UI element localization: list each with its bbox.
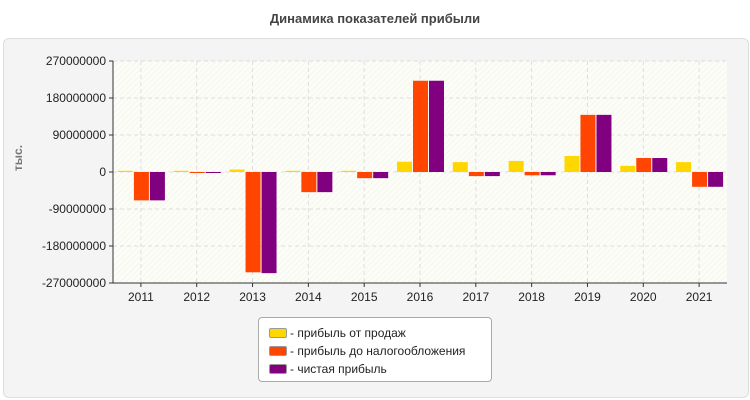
bar-2019-1 — [580, 114, 596, 172]
y-axis-label: тыс. — [11, 145, 25, 171]
bar-2015-2 — [373, 172, 389, 179]
bar-2021-2 — [708, 172, 724, 187]
bar-2020-0 — [620, 165, 636, 172]
legend-swatch — [269, 328, 287, 338]
legend-label: - чистая прибыль — [290, 362, 387, 376]
bar-2013-2 — [261, 172, 277, 274]
bar-2014-1 — [301, 172, 317, 193]
x-tick-label: 2019 — [574, 290, 601, 304]
x-tick-label: 2018 — [518, 290, 545, 304]
x-tick-label: 2021 — [686, 290, 713, 304]
bar-2012-1 — [189, 172, 205, 173]
x-tick-label: 2020 — [630, 290, 657, 304]
legend-swatch — [269, 364, 287, 374]
bar-2011-2 — [149, 172, 165, 201]
legend-item-pretax-profit: - прибыль до налогообложения — [269, 343, 465, 359]
legend-swatch — [269, 346, 287, 356]
y-tick-label: -90000000 — [49, 202, 107, 216]
x-tick-label: 2012 — [183, 290, 210, 304]
bar-2013-0 — [229, 169, 245, 172]
legend-label: - прибыль от продаж — [290, 326, 406, 340]
bar-2016-0 — [397, 161, 412, 172]
y-tick-label: -270000000 — [42, 276, 106, 290]
bar-2015-0 — [341, 170, 357, 172]
bar-2017-1 — [468, 172, 484, 177]
x-tick-label: 2016 — [407, 290, 434, 304]
bar-2016-1 — [413, 80, 428, 172]
legend: - прибыль от продаж - прибыль до налогоо… — [258, 317, 492, 382]
y-tick-label: -180000000 — [42, 239, 106, 253]
bar-2017-0 — [452, 162, 468, 172]
bar-2021-0 — [676, 162, 692, 172]
bar-2019-2 — [596, 114, 612, 172]
legend-item-sales-profit: - прибыль от продаж — [269, 325, 406, 341]
bar-2013-1 — [245, 172, 261, 273]
x-tick-label: 2014 — [295, 290, 322, 304]
bar-2020-1 — [636, 158, 652, 172]
bar-2018-0 — [508, 160, 524, 172]
x-tick-label: 2013 — [239, 290, 266, 304]
y-tick-label: 90000000 — [53, 128, 107, 142]
x-tick-label: 2011 — [128, 290, 154, 304]
bar-2011-1 — [133, 172, 149, 201]
bar-2017-2 — [484, 172, 500, 177]
bar-2011-0 — [117, 170, 133, 172]
bar-2014-0 — [285, 170, 301, 172]
bar-2012-0 — [173, 170, 189, 172]
bar-2021-1 — [692, 172, 708, 187]
bar-2018-1 — [524, 172, 540, 176]
bar-2019-0 — [564, 155, 580, 172]
bar-2012-2 — [205, 172, 221, 173]
x-tick-label: 2015 — [351, 290, 378, 304]
bar-2018-2 — [540, 172, 556, 176]
legend-item-net-profit: - чистая прибыль — [269, 361, 387, 377]
bar-2016-2 — [429, 80, 444, 172]
bar-2020-2 — [652, 158, 668, 172]
y-tick-label: 0 — [99, 165, 106, 179]
bar-2015-1 — [357, 172, 373, 179]
y-tick-label: 270000000 — [46, 54, 106, 68]
chart-title: Динамика показателей прибыли — [269, 11, 481, 26]
x-tick-label: 2017 — [462, 290, 489, 304]
bar-2014-2 — [317, 172, 333, 193]
legend-label: - прибыль до налогообложения — [290, 344, 466, 358]
y-tick-label: 180000000 — [46, 91, 106, 105]
